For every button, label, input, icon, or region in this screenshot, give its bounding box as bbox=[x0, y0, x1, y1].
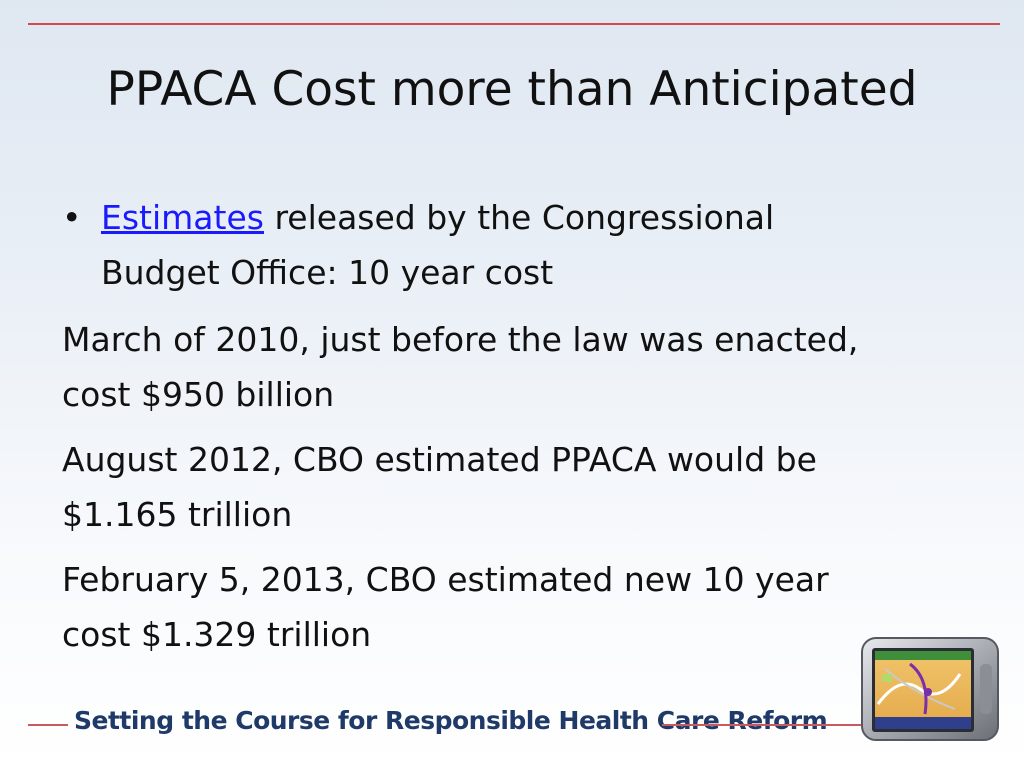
paragraph-line: March of 2010, just before the law was e… bbox=[62, 320, 859, 359]
bullet-line1-text: released by the Congressional bbox=[263, 198, 775, 237]
paragraph-line: cost $1.329 trillion bbox=[62, 615, 372, 654]
paragraph-march-2010: March of 2010, just before the law was e… bbox=[62, 312, 982, 422]
gps-device-icon bbox=[860, 634, 1000, 744]
paragraph-february-2013: February 5, 2013, CBO estimated new 10 y… bbox=[62, 552, 982, 662]
slide-content: • Estimates released by the Congressiona… bbox=[62, 190, 982, 672]
bullet-line2-text: Budget Office: 10 year cost bbox=[101, 253, 554, 292]
footer-banner: Setting the Course for Responsible Healt… bbox=[0, 706, 1024, 742]
top-accent-rule bbox=[28, 23, 1000, 25]
bullet-dot-icon: • bbox=[62, 198, 82, 237]
footer-rule-right bbox=[662, 724, 862, 726]
paragraph-line: August 2012, CBO estimated PPACA would b… bbox=[62, 440, 817, 479]
footer-rule-left bbox=[28, 724, 68, 726]
footer-tagline: Setting the Course for Responsible Healt… bbox=[74, 706, 828, 735]
slide-title: PPACA Cost more than Anticipated bbox=[106, 62, 918, 117]
paragraph-august-2012: August 2012, CBO estimated PPACA would b… bbox=[62, 432, 982, 542]
bullet-item: • Estimates released by the Congressiona… bbox=[62, 190, 982, 300]
paragraph-line: February 5, 2013, CBO estimated new 10 y… bbox=[62, 560, 829, 599]
paragraph-line: $1.165 trillion bbox=[62, 495, 293, 534]
estimates-link[interactable]: Estimates bbox=[101, 198, 264, 237]
paragraph-line: cost $950 billion bbox=[62, 375, 335, 414]
